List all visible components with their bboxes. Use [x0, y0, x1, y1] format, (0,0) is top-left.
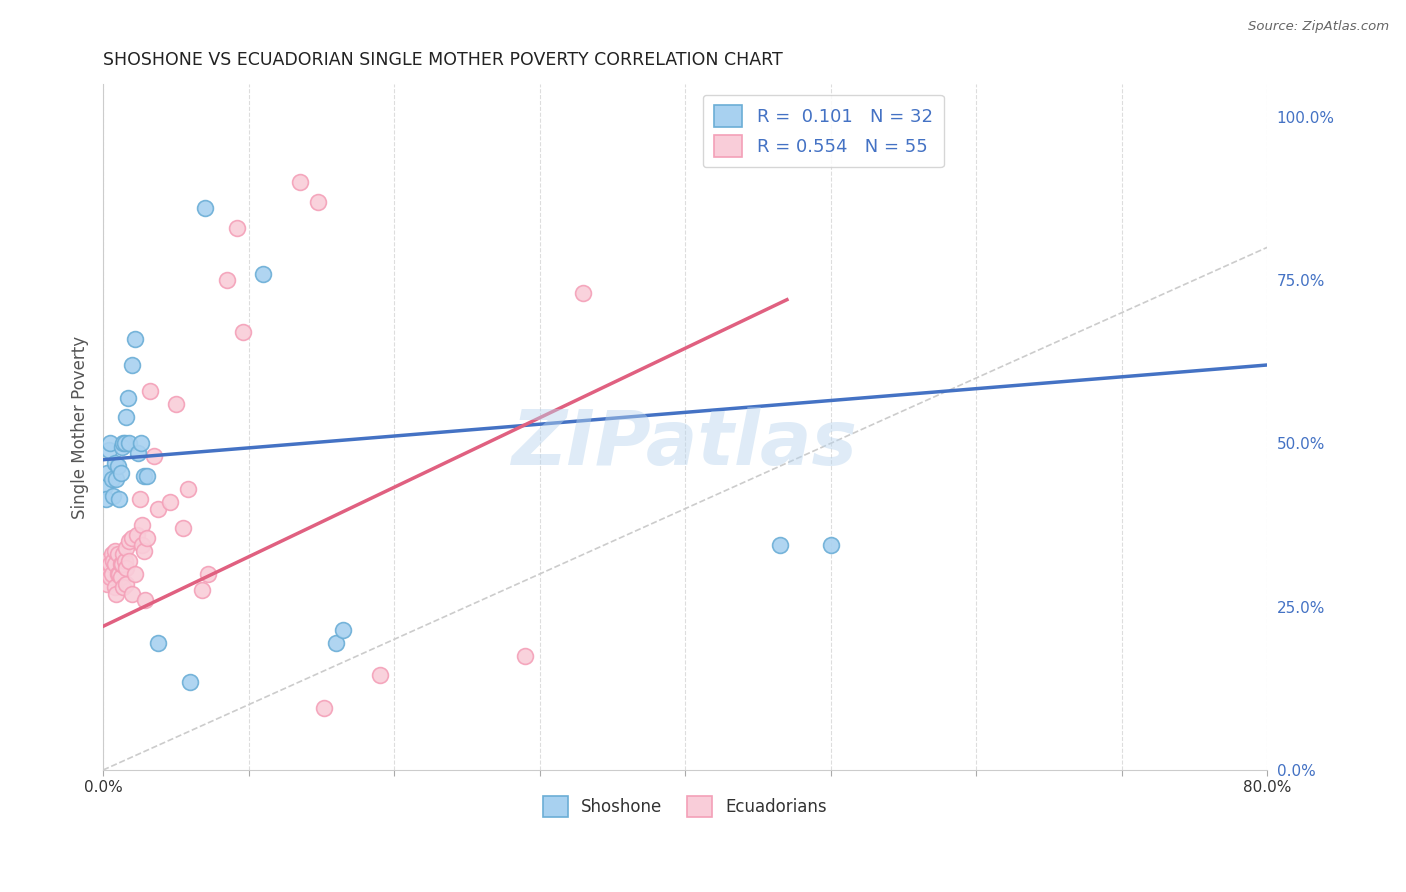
- Point: [118, 534, 141, 549]
- Point: [368, 668, 391, 682]
- Point: [115, 560, 138, 574]
- Y-axis label: Single Mother Poverty: Single Mother Poverty: [72, 335, 89, 518]
- Point: [101, 567, 124, 582]
- Point: [104, 558, 127, 572]
- Point: [191, 583, 214, 598]
- Point: [124, 332, 146, 346]
- Point: [101, 548, 124, 562]
- Point: [134, 593, 156, 607]
- Point: [104, 580, 127, 594]
- Point: [148, 635, 170, 649]
- Point: [96, 466, 118, 480]
- Point: [138, 384, 160, 398]
- Point: [110, 466, 132, 480]
- Point: [131, 518, 153, 533]
- Point: [226, 220, 249, 235]
- Point: [114, 554, 136, 568]
- Point: [769, 538, 792, 552]
- Text: ZIPatlas: ZIPatlas: [512, 408, 858, 481]
- Point: [112, 580, 135, 594]
- Point: [103, 489, 125, 503]
- Point: [288, 175, 311, 189]
- Point: [172, 521, 194, 535]
- Point: [94, 554, 117, 568]
- Point: [307, 194, 329, 209]
- Point: [100, 558, 122, 572]
- Point: [820, 538, 842, 552]
- Point: [118, 554, 141, 568]
- Point: [115, 541, 138, 555]
- Point: [111, 440, 134, 454]
- Point: [128, 491, 150, 506]
- Point: [132, 469, 155, 483]
- Point: [148, 501, 170, 516]
- Point: [129, 436, 152, 450]
- Point: [165, 397, 187, 411]
- Point: [115, 577, 138, 591]
- Point: [314, 701, 336, 715]
- Point: [104, 456, 127, 470]
- Point: [332, 623, 354, 637]
- Point: [131, 538, 153, 552]
- Point: [135, 531, 157, 545]
- Point: [197, 567, 219, 582]
- Point: [252, 267, 274, 281]
- Point: [121, 358, 143, 372]
- Point: [121, 531, 143, 545]
- Point: [108, 491, 131, 506]
- Point: [100, 436, 122, 450]
- Point: [232, 326, 254, 340]
- Point: [107, 548, 129, 562]
- Point: [124, 567, 146, 582]
- Point: [114, 436, 136, 450]
- Point: [104, 544, 127, 558]
- Point: [194, 201, 217, 215]
- Point: [97, 442, 120, 457]
- Point: [108, 567, 131, 582]
- Point: [115, 410, 138, 425]
- Point: [325, 635, 347, 649]
- Point: [101, 472, 124, 486]
- Point: [118, 436, 141, 450]
- Point: [121, 587, 143, 601]
- Point: [143, 450, 166, 464]
- Point: [107, 567, 129, 582]
- Point: [100, 570, 122, 584]
- Point: [93, 560, 115, 574]
- Point: [110, 570, 132, 584]
- Point: [179, 674, 201, 689]
- Point: [112, 548, 135, 562]
- Point: [176, 482, 198, 496]
- Point: [94, 491, 117, 506]
- Point: [159, 495, 181, 509]
- Point: [135, 469, 157, 483]
- Point: [93, 479, 115, 493]
- Point: [103, 554, 125, 568]
- Point: [132, 544, 155, 558]
- Legend: Shoshone, Ecuadorians: Shoshone, Ecuadorians: [536, 789, 834, 823]
- Point: [125, 528, 148, 542]
- Point: [97, 567, 120, 582]
- Text: SHOSHONE VS ECUADORIAN SINGLE MOTHER POVERTY CORRELATION CHART: SHOSHONE VS ECUADORIAN SINGLE MOTHER POV…: [103, 51, 783, 69]
- Point: [513, 648, 536, 663]
- Point: [111, 558, 134, 572]
- Point: [105, 587, 128, 601]
- Point: [107, 459, 129, 474]
- Point: [105, 472, 128, 486]
- Point: [110, 558, 132, 572]
- Point: [215, 273, 238, 287]
- Text: Source: ZipAtlas.com: Source: ZipAtlas.com: [1249, 20, 1389, 33]
- Point: [112, 436, 135, 450]
- Point: [96, 577, 118, 591]
- Point: [117, 391, 139, 405]
- Point: [572, 286, 595, 301]
- Point: [127, 446, 149, 460]
